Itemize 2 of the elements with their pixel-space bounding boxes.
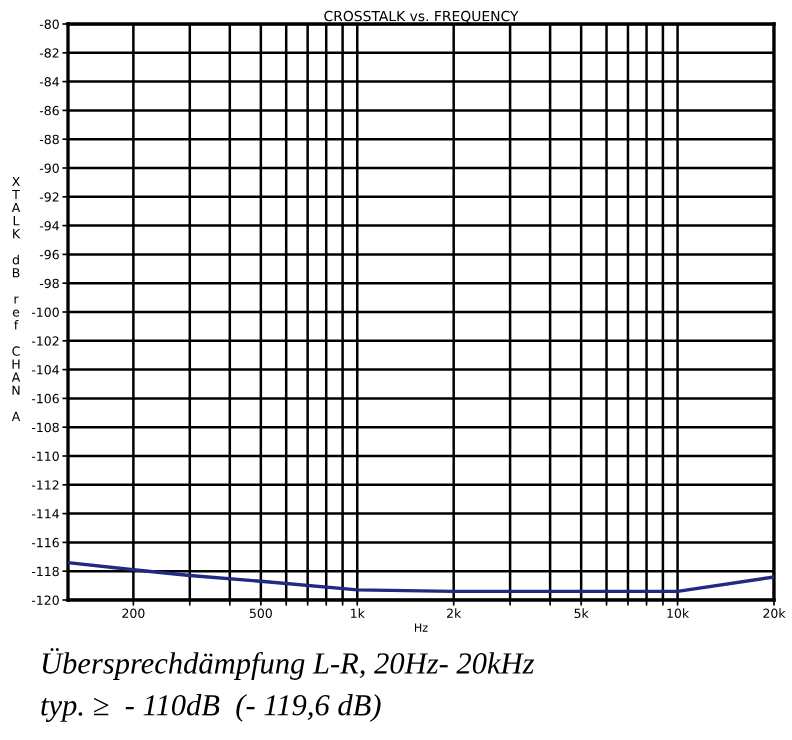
text: Übersprechdämpfung L-R, 20Hz- 20kHz	[42, 648, 535, 680]
text: typ. ≥ - 110dB (- 119,6 dB)	[41, 694, 381, 722]
